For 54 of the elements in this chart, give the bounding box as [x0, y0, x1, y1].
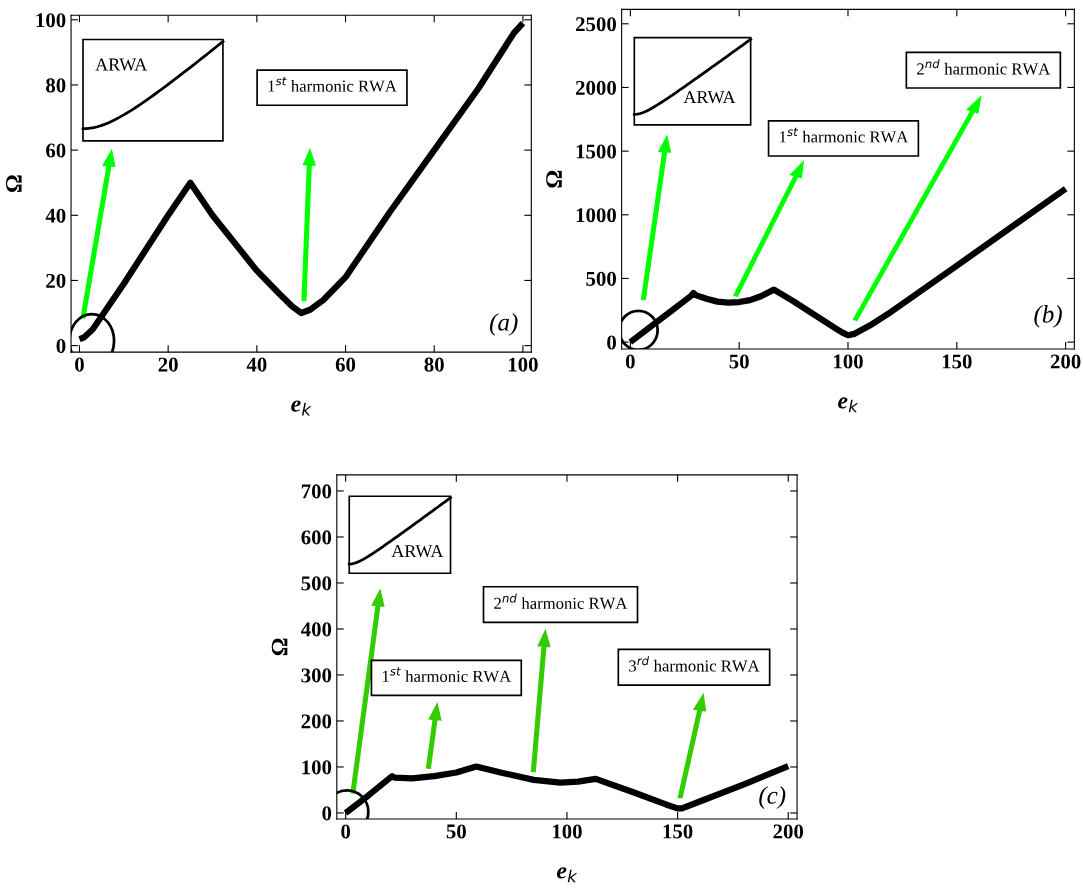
y-axis-title: Ω [5, 175, 22, 193]
x-tick-label: 40 [246, 357, 267, 372]
x-tick-label: 60 [335, 357, 356, 372]
x-axis-title: e$_{k}$ [291, 400, 312, 416]
x-tick-label: 50 [446, 824, 466, 839]
y-tick-label: 600 [301, 530, 332, 545]
y-tick-label: 200 [301, 714, 332, 729]
y-tick-label: 80 [46, 78, 66, 93]
annotation: 2$^{nd}$ harmonic RWA [494, 593, 628, 610]
x-tick-label: 0 [75, 357, 84, 372]
x-tick-label: 200 [1050, 354, 1081, 369]
y-tick-label: 1000 [576, 208, 616, 223]
y-tick-label: 700 [301, 484, 332, 499]
x-tick-label: 100 [553, 824, 582, 839]
y-tick-label: 500 [586, 271, 616, 286]
annotation: 1$^{st}$ harmonic RWA [268, 77, 397, 92]
annotation: ARWA [683, 91, 736, 104]
y-tick-label: 2500 [575, 17, 616, 32]
annotation: 3$^{rd}$ harmonic RWA [629, 656, 760, 672]
x-tick-label: 50 [729, 354, 749, 369]
annotation: ARWA [95, 58, 148, 71]
y-tick-label: 60 [46, 143, 66, 158]
y-tick-label: 100 [36, 13, 66, 28]
y-tick-label: 40 [45, 208, 66, 223]
x-tick-label: 80 [424, 357, 444, 372]
x-tick-label: 0 [625, 354, 635, 369]
x-tick-label: 100 [834, 354, 863, 369]
x-tick-label: 150 [942, 354, 972, 369]
x-tick-label: 100 [508, 357, 538, 372]
y-tick-label: 300 [301, 668, 332, 683]
y-tick-label: 0 [56, 338, 66, 354]
x-axis-title: e$_{k}$ [838, 397, 859, 413]
annotation: (c) [759, 786, 786, 809]
annotation: (b) [1034, 305, 1062, 328]
annotation: (a) [490, 313, 518, 336]
x-tick-label: 0 [341, 824, 351, 839]
x-axis-title: e$_{k}$ [557, 867, 578, 883]
y-tick-label: 100 [302, 760, 332, 775]
y-tick-label: 2000 [575, 80, 616, 95]
y-axis-title: Ω [271, 638, 288, 656]
y-tick-label: 20 [46, 273, 66, 288]
y-tick-label: 0 [322, 806, 332, 821]
x-tick-label: 20 [158, 357, 178, 372]
x-tick-label: 200 [773, 824, 804, 839]
annotation: 2$^{nd}$ harmonic RWA [917, 59, 1051, 75]
annotation: 1$^{st}$ harmonic RWA [780, 127, 909, 143]
y-axis-title: Ω [546, 170, 562, 188]
y-tick-label: 500 [301, 576, 332, 591]
annotation: ARWA [391, 545, 444, 558]
y-tick-label: 0 [607, 335, 616, 350]
annotation: 1$^{st}$ harmonic RWA [382, 667, 512, 683]
x-tick-label: 150 [663, 824, 693, 839]
y-tick-label: 1500 [576, 144, 616, 159]
y-tick-label: 400 [300, 622, 332, 637]
